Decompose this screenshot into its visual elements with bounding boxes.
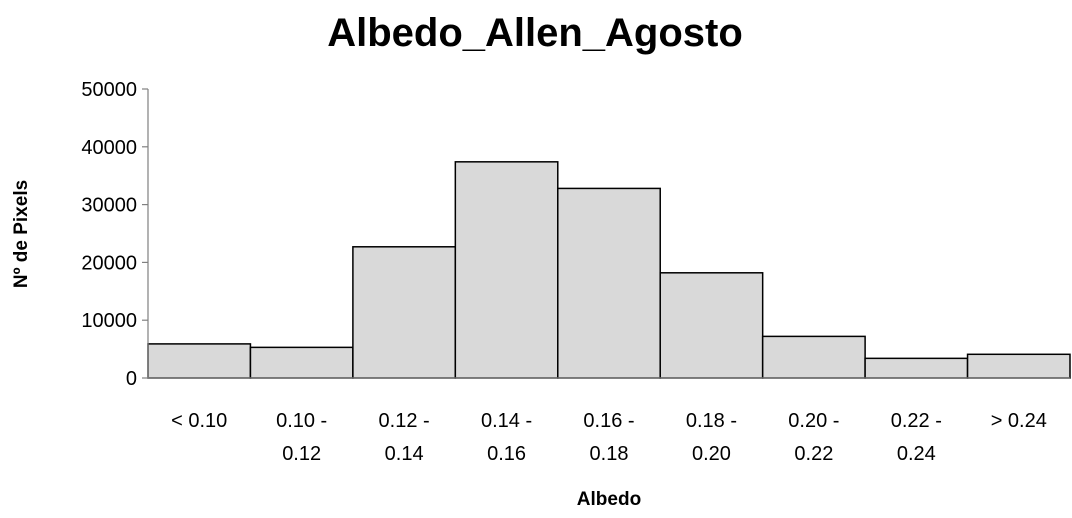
x-ticks-group: < 0.10 0.10 - 0.12 0.12 - 0.14 0.14 - 0.16 0.16… — [171, 410, 1047, 465]
x-tick-label: < 0.10 — [171, 410, 227, 432]
x-tick-label-line: 0.22 — [794, 443, 833, 465]
x-tick-label-line: 0.18 - — [686, 410, 737, 432]
bar-4 — [557, 187, 661, 379]
x-tick-label: 0.22 - 0.24 — [891, 410, 942, 465]
x-tick-label-line: 0.16 — [487, 443, 526, 465]
y-tick-label: 0 — [126, 368, 137, 390]
y-tick-label: 30000 — [81, 195, 137, 217]
x-tick-label-line: 0.16 - — [583, 410, 634, 432]
x-tick-label: 0.10 - 0.12 — [276, 410, 327, 465]
bar-2 — [352, 246, 457, 379]
y-tick-label: 20000 — [81, 252, 137, 274]
y-tick-label: 10000 — [81, 310, 137, 332]
x-tick-label-line: > 0.24 — [991, 410, 1047, 432]
y-axis-label: Nº de Pixels — [11, 180, 32, 288]
x-tick-label: 0.20 - 0.22 — [788, 410, 839, 465]
y-ticks-group: 0 10000 20000 30000 40000 50000 — [81, 79, 148, 390]
bar-0 — [147, 343, 252, 379]
x-tick-label-line: 0.18 — [590, 443, 629, 465]
x-tick-label: 0.14 - 0.16 — [481, 410, 532, 465]
bar-3 — [454, 161, 559, 379]
x-tick-label-line: 0.24 — [897, 443, 936, 465]
x-tick-label: > 0.24 — [991, 410, 1047, 432]
x-tick-label-line: 0.22 - — [891, 410, 942, 432]
x-tick-label-line: 0.12 - — [379, 410, 430, 432]
x-tick-label: 0.18 - 0.20 — [686, 410, 737, 465]
x-axis-label: Albedo — [577, 489, 641, 510]
x-tick-label: 0.12 - 0.14 — [379, 410, 430, 465]
x-tick-label-line: 0.20 - — [788, 410, 839, 432]
bar-1 — [249, 346, 354, 379]
chart-title: Albedo_Allen_Agosto — [327, 11, 743, 55]
x-tick-label-line: 0.14 - — [481, 410, 532, 432]
bar-6 — [761, 335, 866, 379]
bar-8 — [966, 353, 1071, 379]
x-tick-label-line: 0.14 — [385, 443, 424, 465]
x-tick-label: 0.16 - 0.18 — [583, 410, 634, 465]
x-tick-label-line: 0.20 — [692, 443, 731, 465]
bar-7 — [864, 357, 969, 379]
y-tick-label: 50000 — [81, 79, 137, 101]
x-tick-label-line: 0.12 — [282, 443, 321, 465]
bar-5 — [659, 272, 764, 379]
bars-group — [147, 161, 1071, 379]
x-tick-label-line: < 0.10 — [171, 410, 227, 432]
y-tick-label: 40000 — [81, 137, 137, 159]
x-tick-label-line: 0.10 - — [276, 410, 327, 432]
